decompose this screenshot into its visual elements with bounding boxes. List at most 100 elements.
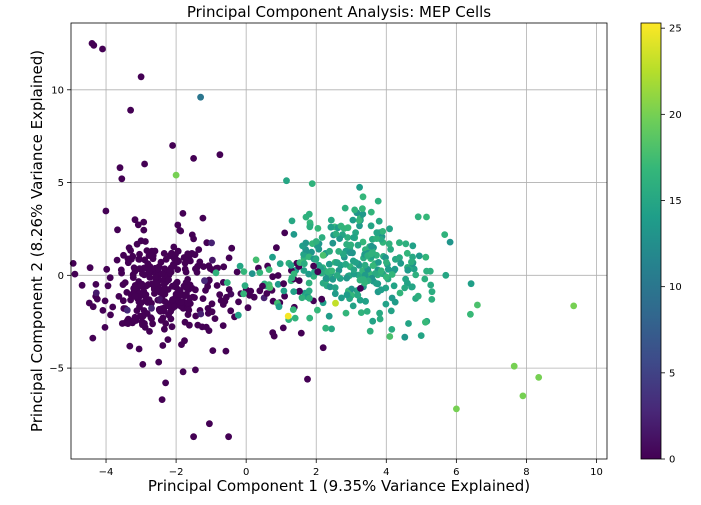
data-point [135,345,143,353]
data-point [318,295,326,303]
data-point [159,342,167,349]
data-point [154,287,161,295]
data-point [197,310,205,318]
data-point [149,252,157,259]
data-point [327,216,335,224]
data-point [203,239,211,247]
data-point [228,244,236,252]
data-point [69,260,77,267]
data-point [92,281,100,288]
data-point [535,374,543,381]
data-point [198,323,206,331]
data-point [366,327,374,335]
data-point [240,290,248,298]
data-point [159,314,167,322]
data-point [341,204,349,212]
data-point [139,361,147,368]
data-point [396,239,403,247]
data-point [148,304,155,312]
data-point [281,292,288,300]
data-point [109,303,117,311]
data-point [453,405,460,413]
data-point [219,322,227,329]
data-point [206,420,213,428]
data-point [101,297,109,305]
data-point [235,298,242,306]
data-point [141,256,149,264]
data-point [106,274,114,282]
data-point [356,183,363,191]
data-point [181,259,189,267]
data-point [319,251,327,259]
data-point [241,282,249,290]
data-point [248,270,256,277]
data-point [362,297,369,305]
data-point [184,250,192,258]
data-point [428,296,436,303]
data-point [428,288,436,296]
data-point [167,315,175,323]
y-tick-label: 10 [51,85,64,96]
data-point [185,306,193,314]
data-point [354,291,362,299]
data-point [279,324,287,332]
data-point [385,240,393,248]
colorbar: 0 5 10 15 20 25 [640,22,682,466]
data-point [510,362,518,370]
data-point [467,310,474,318]
data-point [199,214,207,222]
chart-title: Principal Component Analysis: MEP Cells [187,3,491,21]
data-point [113,256,121,264]
data-point [405,320,412,327]
data-point [283,177,290,185]
data-point [306,314,314,322]
data-point [121,279,129,286]
data-point [124,255,132,263]
data-point [422,253,430,261]
data-point [281,229,289,237]
data-point [165,276,173,284]
data-point [343,274,351,282]
data-point [421,275,429,283]
data-point [288,217,296,225]
data-point [252,256,260,264]
data-point [404,266,412,274]
data-point [174,286,182,293]
data-point [225,254,233,262]
x-tick-label: −4 [99,467,114,478]
data-point [326,247,333,255]
data-point [123,289,131,296]
data-point [208,239,216,247]
data-point [325,260,333,268]
data-point [297,329,305,337]
data-point [199,295,207,302]
data-point [146,328,153,335]
data-point [291,314,299,322]
data-point [115,293,123,300]
data-point [136,250,143,258]
data-point [152,274,159,282]
data-point [442,271,450,279]
data-point [160,250,168,257]
data-point [182,284,190,291]
data-point [118,269,125,277]
colorbar-tick-label: 0 [669,455,675,466]
data-point [379,228,387,235]
data-point [305,279,313,287]
data-point [332,230,340,238]
data-point [312,238,320,245]
data-point [170,243,178,251]
data-point [474,301,481,309]
data-point [305,287,313,295]
data-point [426,267,434,275]
data-point [414,292,422,300]
data-point [141,160,149,168]
data-point [201,277,208,285]
data-point [269,329,277,337]
data-point [162,255,170,263]
data-point [383,259,390,266]
data-point [183,290,190,298]
data-point [415,252,423,260]
y-axis-label: Principal Component 2 (8.26% Variance Ex… [28,50,46,432]
